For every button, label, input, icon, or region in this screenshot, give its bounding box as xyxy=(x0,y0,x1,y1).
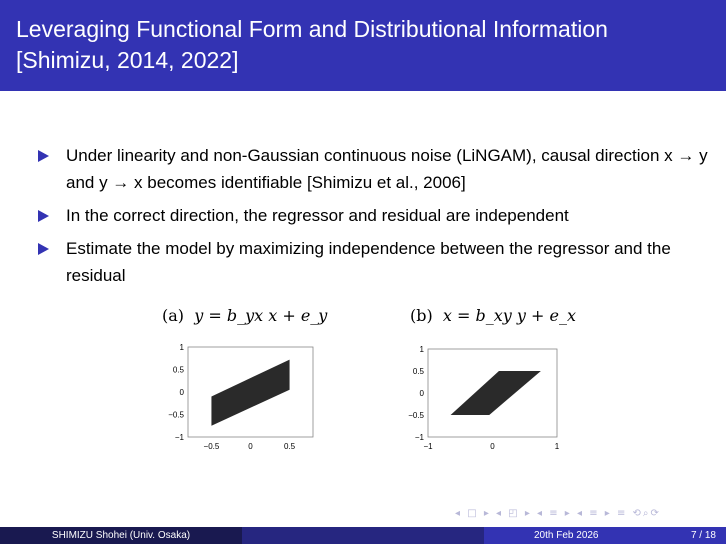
x-tick-label: 0.5 xyxy=(284,442,296,451)
bullet-item: In the correct direction, the regressor … xyxy=(38,202,718,229)
figure-a-caption: (a) y = b_yx x + e_y xyxy=(162,306,327,325)
y-tick-label: −0.5 xyxy=(408,411,424,420)
y-tick-label: −0.5 xyxy=(168,411,184,420)
slide-title: Leveraging Functional Form and Distribut… xyxy=(0,0,726,91)
footer-author: SHIMIZU Shohei (Univ. Osaka) xyxy=(0,527,242,544)
figure-equation: x = b_xy y + e_x xyxy=(442,306,577,325)
y-tick-label: 0 xyxy=(420,389,425,398)
plot-axes-box xyxy=(427,348,558,438)
figure-b-caption: (b) x = b_xy y + e_x xyxy=(410,306,576,325)
x-tick-label: 0 xyxy=(490,442,495,451)
y-tick-label: 1 xyxy=(180,343,185,352)
bullet-text: Under linearity and non-Gaussian continu… xyxy=(66,146,708,192)
title-line-1: Leveraging Functional Form and Distribut… xyxy=(16,16,608,42)
footer: SHIMIZU Shohei (Univ. Osaka) 20th Feb 20… xyxy=(0,527,726,544)
x-tick-label: −0.5 xyxy=(204,442,220,451)
footer-right: 20th Feb 2026 7 / 18 xyxy=(484,527,726,544)
figure-label: (a) xyxy=(162,306,185,325)
figure-label: (b) xyxy=(410,306,433,325)
bullet-text: Estimate the model by maximizing indepen… xyxy=(66,239,671,285)
x-tick-label: 1 xyxy=(555,442,560,451)
figure-equation: y = b_yx x + e_y xyxy=(194,306,328,325)
bullet-item: Under linearity and non-Gaussian continu… xyxy=(38,142,718,196)
y-tick-label: 0.5 xyxy=(413,367,425,376)
y-tick-label: 1 xyxy=(420,345,425,354)
plot-axes-box xyxy=(187,346,314,438)
y-tick-label: −1 xyxy=(175,433,185,442)
bullet-item: Estimate the model by maximizing indepen… xyxy=(38,235,718,289)
x-tick-label: −1 xyxy=(423,442,433,451)
triangle-bullet-icon xyxy=(38,150,49,162)
bullet-list: Under linearity and non-Gaussian continu… xyxy=(38,142,718,295)
footer-date: 20th Feb 2026 xyxy=(534,530,599,541)
y-tick-label: 0.5 xyxy=(173,366,185,375)
scatter-region xyxy=(211,359,290,426)
footer-middle xyxy=(242,527,484,544)
triangle-bullet-icon xyxy=(38,210,49,222)
bullet-text: In the correct direction, the regressor … xyxy=(66,206,569,225)
y-tick-label: 0 xyxy=(180,388,185,397)
page-number: 7 / 18 xyxy=(690,530,716,541)
triangle-bullet-icon xyxy=(38,243,49,255)
y-tick-label: −1 xyxy=(415,433,425,442)
scatter-region xyxy=(450,371,541,415)
beamer-navigation[interactable]: ◂ □ ▸ ◂ ◰ ▸ ◂ ≡ ▸ ◂ ≡ ▸ ≡ ⟲⌕⟳ xyxy=(455,508,661,519)
x-tick-label: 0 xyxy=(248,442,253,451)
title-line-2: [Shimizu, 2014, 2022] xyxy=(16,47,239,73)
